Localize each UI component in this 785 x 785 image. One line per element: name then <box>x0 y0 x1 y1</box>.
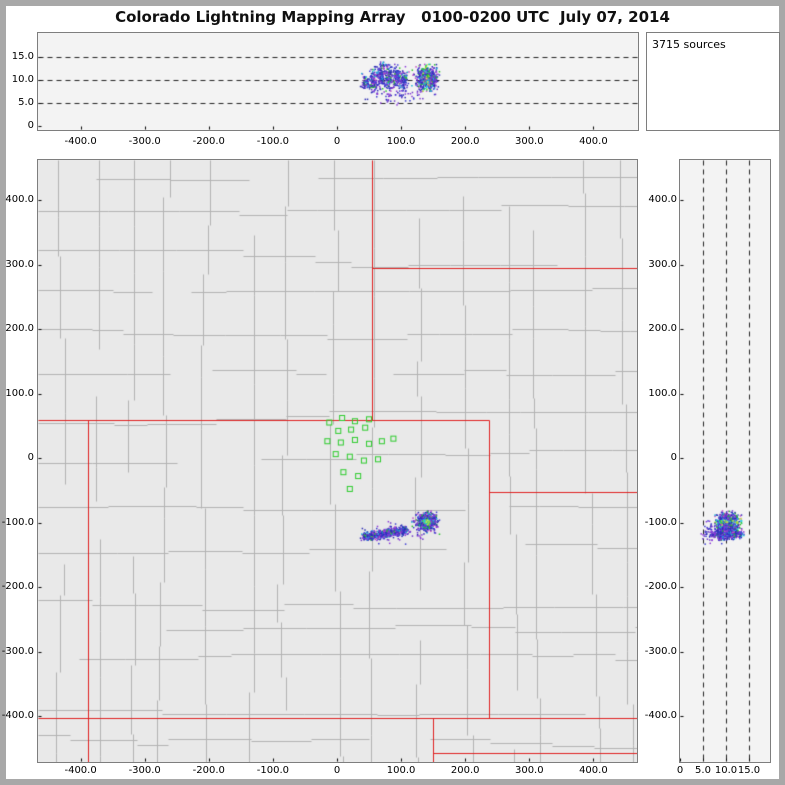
ew-axis-tick-label: -300.0 <box>128 136 161 147</box>
ew-axis-tick-label: -100.0 <box>256 765 290 776</box>
ew-axis-tick-label: -200.0 <box>192 765 225 776</box>
ew-axis-tick-label: 400.0 <box>579 136 608 147</box>
alt-axis-tick-label: 0 <box>676 765 684 776</box>
alt-axis-tick-label: 10.0 <box>714 765 738 776</box>
plan-view-map-canvas <box>37 159 638 763</box>
ns-axis-tick-label: 300.0 <box>648 258 677 270</box>
ns-axis-tick-label: -100.0 <box>644 516 677 528</box>
ew-axis-tick-label: 100.0 <box>386 136 416 147</box>
ns-axis-tick-label: -300.0 <box>1 645 34 657</box>
ns-axis-tick-label: -300.0 <box>644 645 677 657</box>
ns-axis-tick-label: -100.0 <box>1 516 34 528</box>
ns-axis-tick-label: 0 <box>670 452 677 463</box>
ew-axis-tick-label: 200.0 <box>450 136 480 147</box>
ns-axis-tick-label: -200.0 <box>1 581 34 592</box>
alt-axis-tick-label: 15.0 <box>737 765 761 776</box>
ns-axis-tick-label: -400.0 <box>1 710 34 721</box>
sources-count-box: 3715 sources <box>646 32 780 131</box>
ns-axis-tick-label: 200.0 <box>5 323 34 334</box>
ns-axis-tick-label: 100.0 <box>5 387 34 399</box>
altitude-ns-canvas <box>679 159 771 763</box>
ew-axis-tick-label: -100.0 <box>256 136 290 147</box>
ns-axis-tick-label: 300.0 <box>5 258 34 270</box>
ew-axis-tick-label: 300.0 <box>514 136 544 147</box>
plot-title: Colorado Lightning Mapping Array 0100-02… <box>115 8 670 26</box>
ew-axis-tick-label: -300.0 <box>128 765 161 776</box>
ew-axis-tick-label: 100.0 <box>386 765 416 776</box>
ns-axis-tick-label: 100.0 <box>648 387 677 399</box>
ns-axis-tick-label: 200.0 <box>648 323 677 334</box>
alt-axis-tick-label: 10.0 <box>11 74 34 85</box>
alt-axis-tick-label: 5.0 <box>18 97 34 108</box>
ns-axis-tick-label: -400.0 <box>644 710 677 721</box>
alt-axis-tick-label: 5.0 <box>695 765 711 776</box>
ew-axis-tick-label: 300.0 <box>514 765 544 776</box>
ns-axis-tick-label: 0 <box>27 452 34 463</box>
ew-axis-tick-label: 0 <box>333 765 341 776</box>
ns-axis-tick-label: 400.0 <box>648 194 677 205</box>
sources-count-label: 3715 sources <box>652 38 726 51</box>
ew-axis-tick-label: 200.0 <box>450 765 480 776</box>
ns-axis-tick-label: 400.0 <box>5 194 34 205</box>
ns-axis-tick-label: -200.0 <box>644 581 677 592</box>
alt-axis-tick-label: 15.0 <box>11 51 34 62</box>
ew-axis-tick-label: -200.0 <box>192 136 225 147</box>
ew-axis-tick-label: -400.0 <box>64 136 97 147</box>
ew-axis-tick-label: 0 <box>333 136 341 147</box>
ew-axis-tick-label: 400.0 <box>579 765 608 776</box>
ew-axis-tick-label: -400.0 <box>64 765 97 776</box>
alt-axis-tick-label: 0 <box>27 120 34 131</box>
altitude-ew-canvas <box>37 32 639 131</box>
